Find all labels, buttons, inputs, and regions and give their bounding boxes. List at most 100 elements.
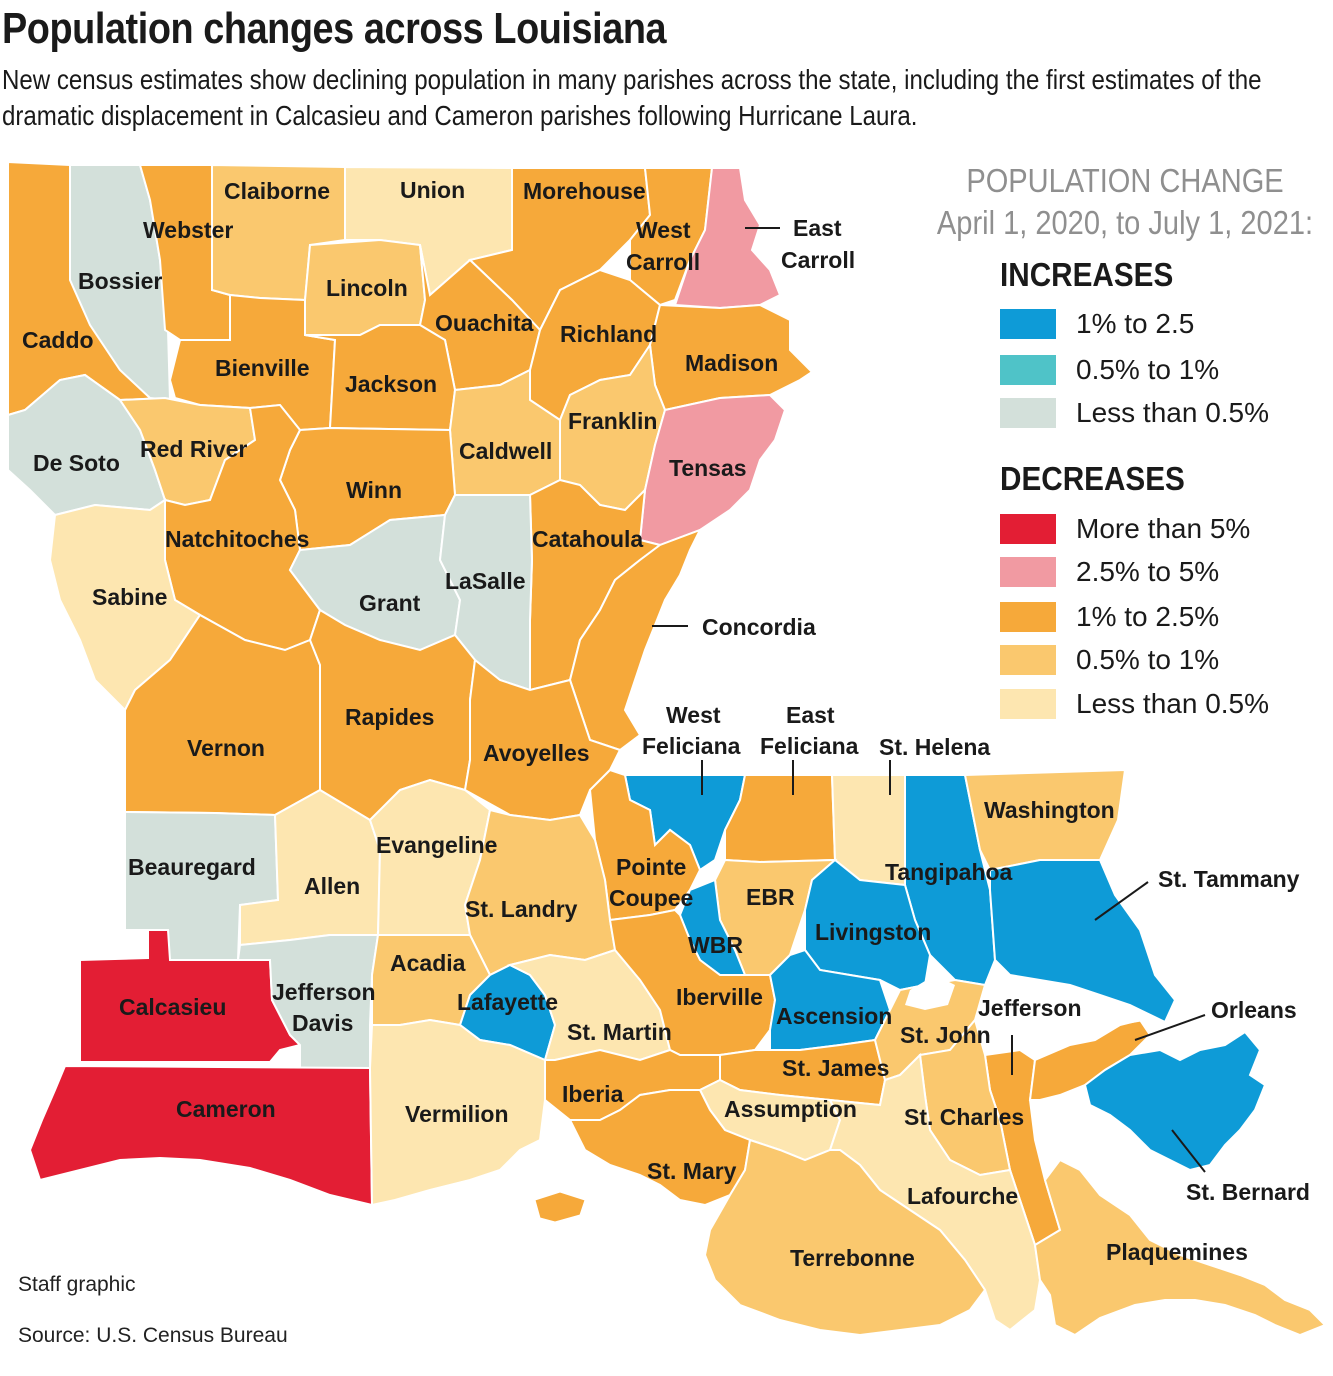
subtitle: New census estimates show declining popu…: [2, 64, 1262, 131]
legend-label: 2.5% to 5%: [1076, 556, 1220, 587]
label-bossier: Bossier: [78, 268, 162, 294]
parish-east-feliciana: [724, 774, 837, 864]
label-jefferson: Jefferson: [978, 995, 1082, 1021]
label-lincoln: Lincoln: [326, 275, 408, 301]
label-west-carroll-1: West: [636, 217, 691, 243]
label-cameron: Cameron: [176, 1096, 276, 1122]
leader-lines: [652, 227, 1206, 1173]
label-winn: Winn: [346, 477, 402, 503]
label-pointe-coupee-1: Pointe: [616, 854, 686, 880]
label-st-mary: St. Mary: [647, 1158, 737, 1184]
label-franklin: Franklin: [568, 408, 657, 434]
label-lafayette: Lafayette: [457, 989, 558, 1015]
label-orleans: Orleans: [1211, 997, 1297, 1023]
parish-concordia: [568, 528, 703, 752]
label-ebr: EBR: [746, 884, 795, 910]
label-assumption: Assumption: [724, 1096, 857, 1122]
label-union: Union: [400, 177, 465, 203]
label-wbr: WBR: [688, 932, 743, 958]
staff-credit: Staff graphic: [18, 1273, 136, 1296]
label-washington: Washington: [984, 797, 1115, 823]
label-jefferson-davis-2: Davis: [292, 1010, 353, 1036]
label-st-charles: St. Charles: [904, 1104, 1024, 1130]
label-evangeline: Evangeline: [376, 832, 497, 858]
legend-label: Less than 0.5%: [1076, 397, 1270, 428]
label-vermilion: Vermilion: [405, 1101, 509, 1127]
label-acadia: Acadia: [390, 950, 466, 976]
legend-swatch: [1000, 602, 1056, 632]
legend-item: More than 5%: [1000, 513, 1250, 545]
legend-heading: POPULATION CHANGE April 1, 2020, to July…: [927, 160, 1323, 244]
label-concordia: Concordia: [702, 614, 816, 640]
parish-vermilion: [368, 1018, 546, 1207]
label-catahoula: Catahoula: [532, 526, 643, 552]
label-west-carroll-2: Carroll: [626, 249, 700, 275]
label-west-feliciana-1: West: [666, 702, 721, 728]
legend-swatch: [1000, 398, 1056, 428]
label-lafourche: Lafourche: [907, 1183, 1018, 1209]
label-beauregard: Beauregard: [128, 854, 256, 880]
label-plaquemines: Plaquemines: [1106, 1239, 1248, 1265]
label-st-bernard: St. Bernard: [1186, 1179, 1310, 1205]
legend-swatch: [1000, 689, 1056, 719]
parish-east-carroll: [673, 167, 782, 310]
label-jefferson-davis-1: Jefferson: [272, 979, 376, 1005]
legend-swatch: [1000, 514, 1056, 544]
legend-item: 0.5% to 1%: [1000, 354, 1219, 386]
parish-st-tammany: [989, 859, 1177, 1024]
legend-heading-line1: POPULATION CHANGE: [966, 162, 1284, 199]
label-rapides: Rapides: [345, 704, 434, 730]
label-calcasieu: Calcasieu: [119, 994, 226, 1020]
parish-plaquemines: [1033, 1158, 1327, 1337]
label-sabine: Sabine: [92, 584, 167, 610]
label-st-landry: St. Landry: [465, 896, 578, 922]
legend-label: 1% to 2.5: [1076, 308, 1195, 339]
label-iberia: Iberia: [562, 1081, 624, 1107]
label-east-feliciana-2: Feliciana: [760, 733, 859, 759]
label-st-tammany: St. Tammany: [1158, 866, 1300, 892]
label-caldwell: Caldwell: [459, 438, 552, 464]
parish-jackson: [304, 324, 457, 432]
label-st-john: St. John: [900, 1022, 991, 1048]
label-livingston: Livingston: [815, 919, 931, 945]
label-ouachita: Ouachita: [435, 310, 534, 336]
label-richland: Richland: [560, 321, 657, 347]
label-webster: Webster: [143, 217, 233, 243]
label-lasalle: LaSalle: [445, 568, 526, 594]
legend-swatch: [1000, 355, 1056, 385]
label-de-soto: De Soto: [33, 450, 120, 476]
label-st-helena: St. Helena: [879, 734, 990, 760]
lake-maurepas: [905, 975, 955, 1010]
label-st-james: St. James: [782, 1055, 889, 1081]
source-credit: Source: U.S. Census Bureau: [18, 1324, 288, 1347]
grand-lake: [500, 1140, 590, 1185]
label-tangipahoa: Tangipahoa: [885, 859, 1013, 885]
label-avoyelles: Avoyelles: [483, 740, 590, 766]
label-grant: Grant: [359, 590, 421, 616]
legend-swatch: [1000, 645, 1056, 675]
label-red-river: Red River: [140, 436, 247, 462]
legend-heading-line2: April 1, 2020, to July 1, 2021:: [936, 204, 1314, 241]
legend-item: Less than 0.5%: [1000, 688, 1269, 720]
label-madison: Madison: [685, 350, 778, 376]
label-iberville: Iberville: [676, 984, 763, 1010]
lake-pontchartrain: [975, 975, 1150, 1050]
parish-st-mary-island: [534, 1191, 586, 1223]
label-caddo: Caddo: [22, 327, 94, 353]
label-terrebonne: Terrebonne: [790, 1245, 915, 1271]
legend-item: 2.5% to 5%: [1000, 556, 1219, 588]
legend-item: Less than 0.5%: [1000, 397, 1269, 429]
legend-label: 0.5% to 1%: [1076, 354, 1220, 385]
legend-item: 1% to 2.5%: [1000, 601, 1219, 633]
label-natchitoches: Natchitoches: [165, 526, 309, 552]
parish-cameron: [28, 1064, 374, 1207]
legend-label: 1% to 2.5%: [1076, 601, 1220, 632]
legend-item: 1% to 2.5: [1000, 308, 1194, 340]
legend-swatch: [1000, 309, 1056, 339]
legend-label: Less than 0.5%: [1076, 688, 1270, 719]
label-allen: Allen: [304, 873, 360, 899]
page-title: Population changes across Louisiana: [2, 4, 667, 53]
label-east-feliciana-1: East: [786, 702, 835, 728]
label-pointe-coupee-2: Coupee: [609, 885, 693, 911]
legend-swatch: [1000, 557, 1056, 587]
